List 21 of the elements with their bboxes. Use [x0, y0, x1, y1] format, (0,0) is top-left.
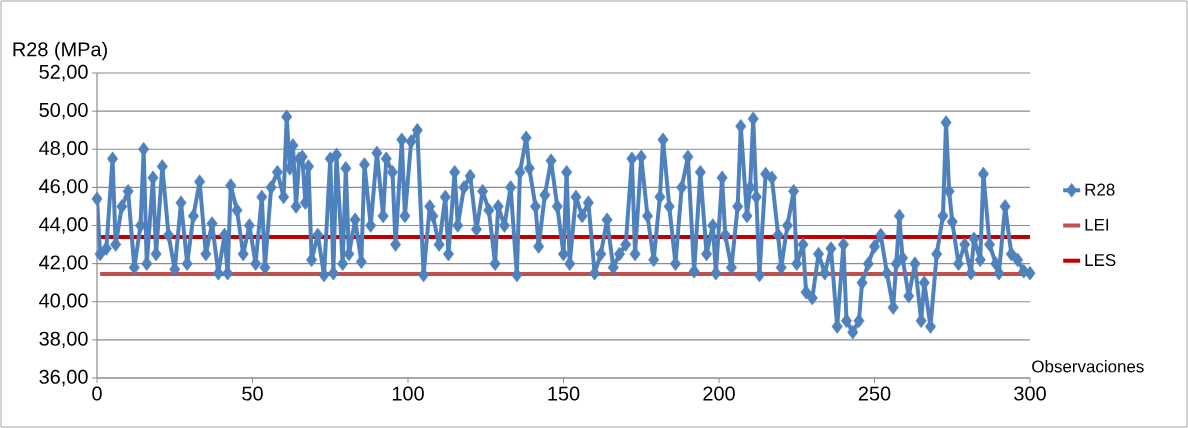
legend-label: LEI: [1085, 218, 1109, 231]
x-tick-label: 200: [703, 386, 735, 401]
x-tick-label: 300: [1014, 386, 1046, 401]
legend-label: LES: [1085, 254, 1116, 267]
x-axis-title: Observaciones: [1032, 360, 1144, 373]
y-tick-label: 38,00: [39, 331, 88, 349]
y-tick-label: 52,00: [39, 64, 88, 82]
y-tick-label: 36,00: [39, 369, 88, 387]
x-tick-label: 0: [92, 386, 102, 401]
y-tick-label: 42,00: [39, 255, 88, 272]
y-tick-label: 44,00: [39, 217, 88, 234]
x-tick-label: 250: [858, 386, 891, 401]
y-tick-label: 46,00: [39, 179, 88, 196]
y-tick-label: 50,00: [39, 102, 88, 120]
y-axis-title: R28 (MPa): [13, 41, 107, 61]
x-tick-label: 150: [548, 386, 580, 401]
y-tick-label: 48,00: [39, 141, 88, 158]
y-tick-label: 40,00: [39, 293, 88, 310]
legend-label: R28: [1085, 183, 1115, 196]
x-tick-label: 50: [242, 386, 263, 401]
x-tick-label: 100: [392, 386, 424, 401]
